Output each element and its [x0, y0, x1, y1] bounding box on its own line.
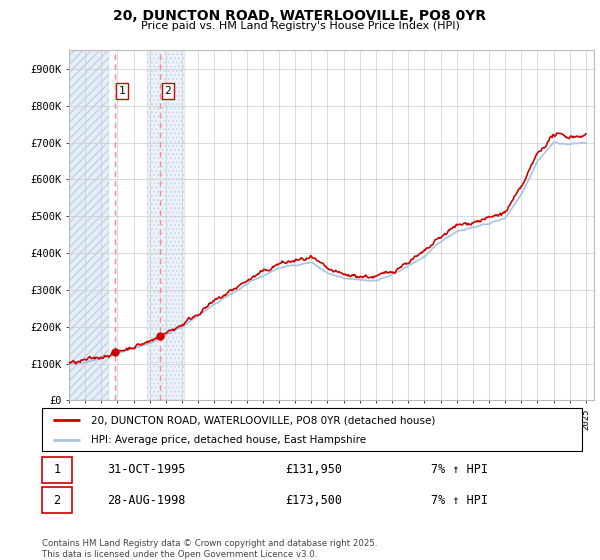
Text: Price paid vs. HM Land Registry's House Price Index (HPI): Price paid vs. HM Land Registry's House …	[140, 21, 460, 31]
Text: Contains HM Land Registry data © Crown copyright and database right 2025.
This d: Contains HM Land Registry data © Crown c…	[42, 539, 377, 559]
Text: 31-OCT-1995: 31-OCT-1995	[107, 463, 185, 477]
Text: 20, DUNCTON ROAD, WATERLOOVILLE, PO8 0YR: 20, DUNCTON ROAD, WATERLOOVILLE, PO8 0YR	[113, 9, 487, 23]
Text: 2: 2	[53, 493, 61, 507]
Bar	[42, 456, 72, 483]
Text: £173,500: £173,500	[285, 493, 342, 507]
Text: 1: 1	[119, 86, 125, 96]
Bar	[69, 50, 109, 400]
Bar	[146, 50, 185, 400]
Text: £131,950: £131,950	[285, 463, 342, 477]
Bar	[42, 487, 72, 514]
Text: 7% ↑ HPI: 7% ↑ HPI	[431, 463, 488, 477]
Text: 1: 1	[53, 463, 61, 477]
Text: 28-AUG-1998: 28-AUG-1998	[107, 493, 185, 507]
Text: 2: 2	[164, 86, 171, 96]
Text: 7% ↑ HPI: 7% ↑ HPI	[431, 493, 488, 507]
Text: HPI: Average price, detached house, East Hampshire: HPI: Average price, detached house, East…	[91, 435, 366, 445]
Text: 20, DUNCTON ROAD, WATERLOOVILLE, PO8 0YR (detached house): 20, DUNCTON ROAD, WATERLOOVILLE, PO8 0YR…	[91, 415, 435, 425]
